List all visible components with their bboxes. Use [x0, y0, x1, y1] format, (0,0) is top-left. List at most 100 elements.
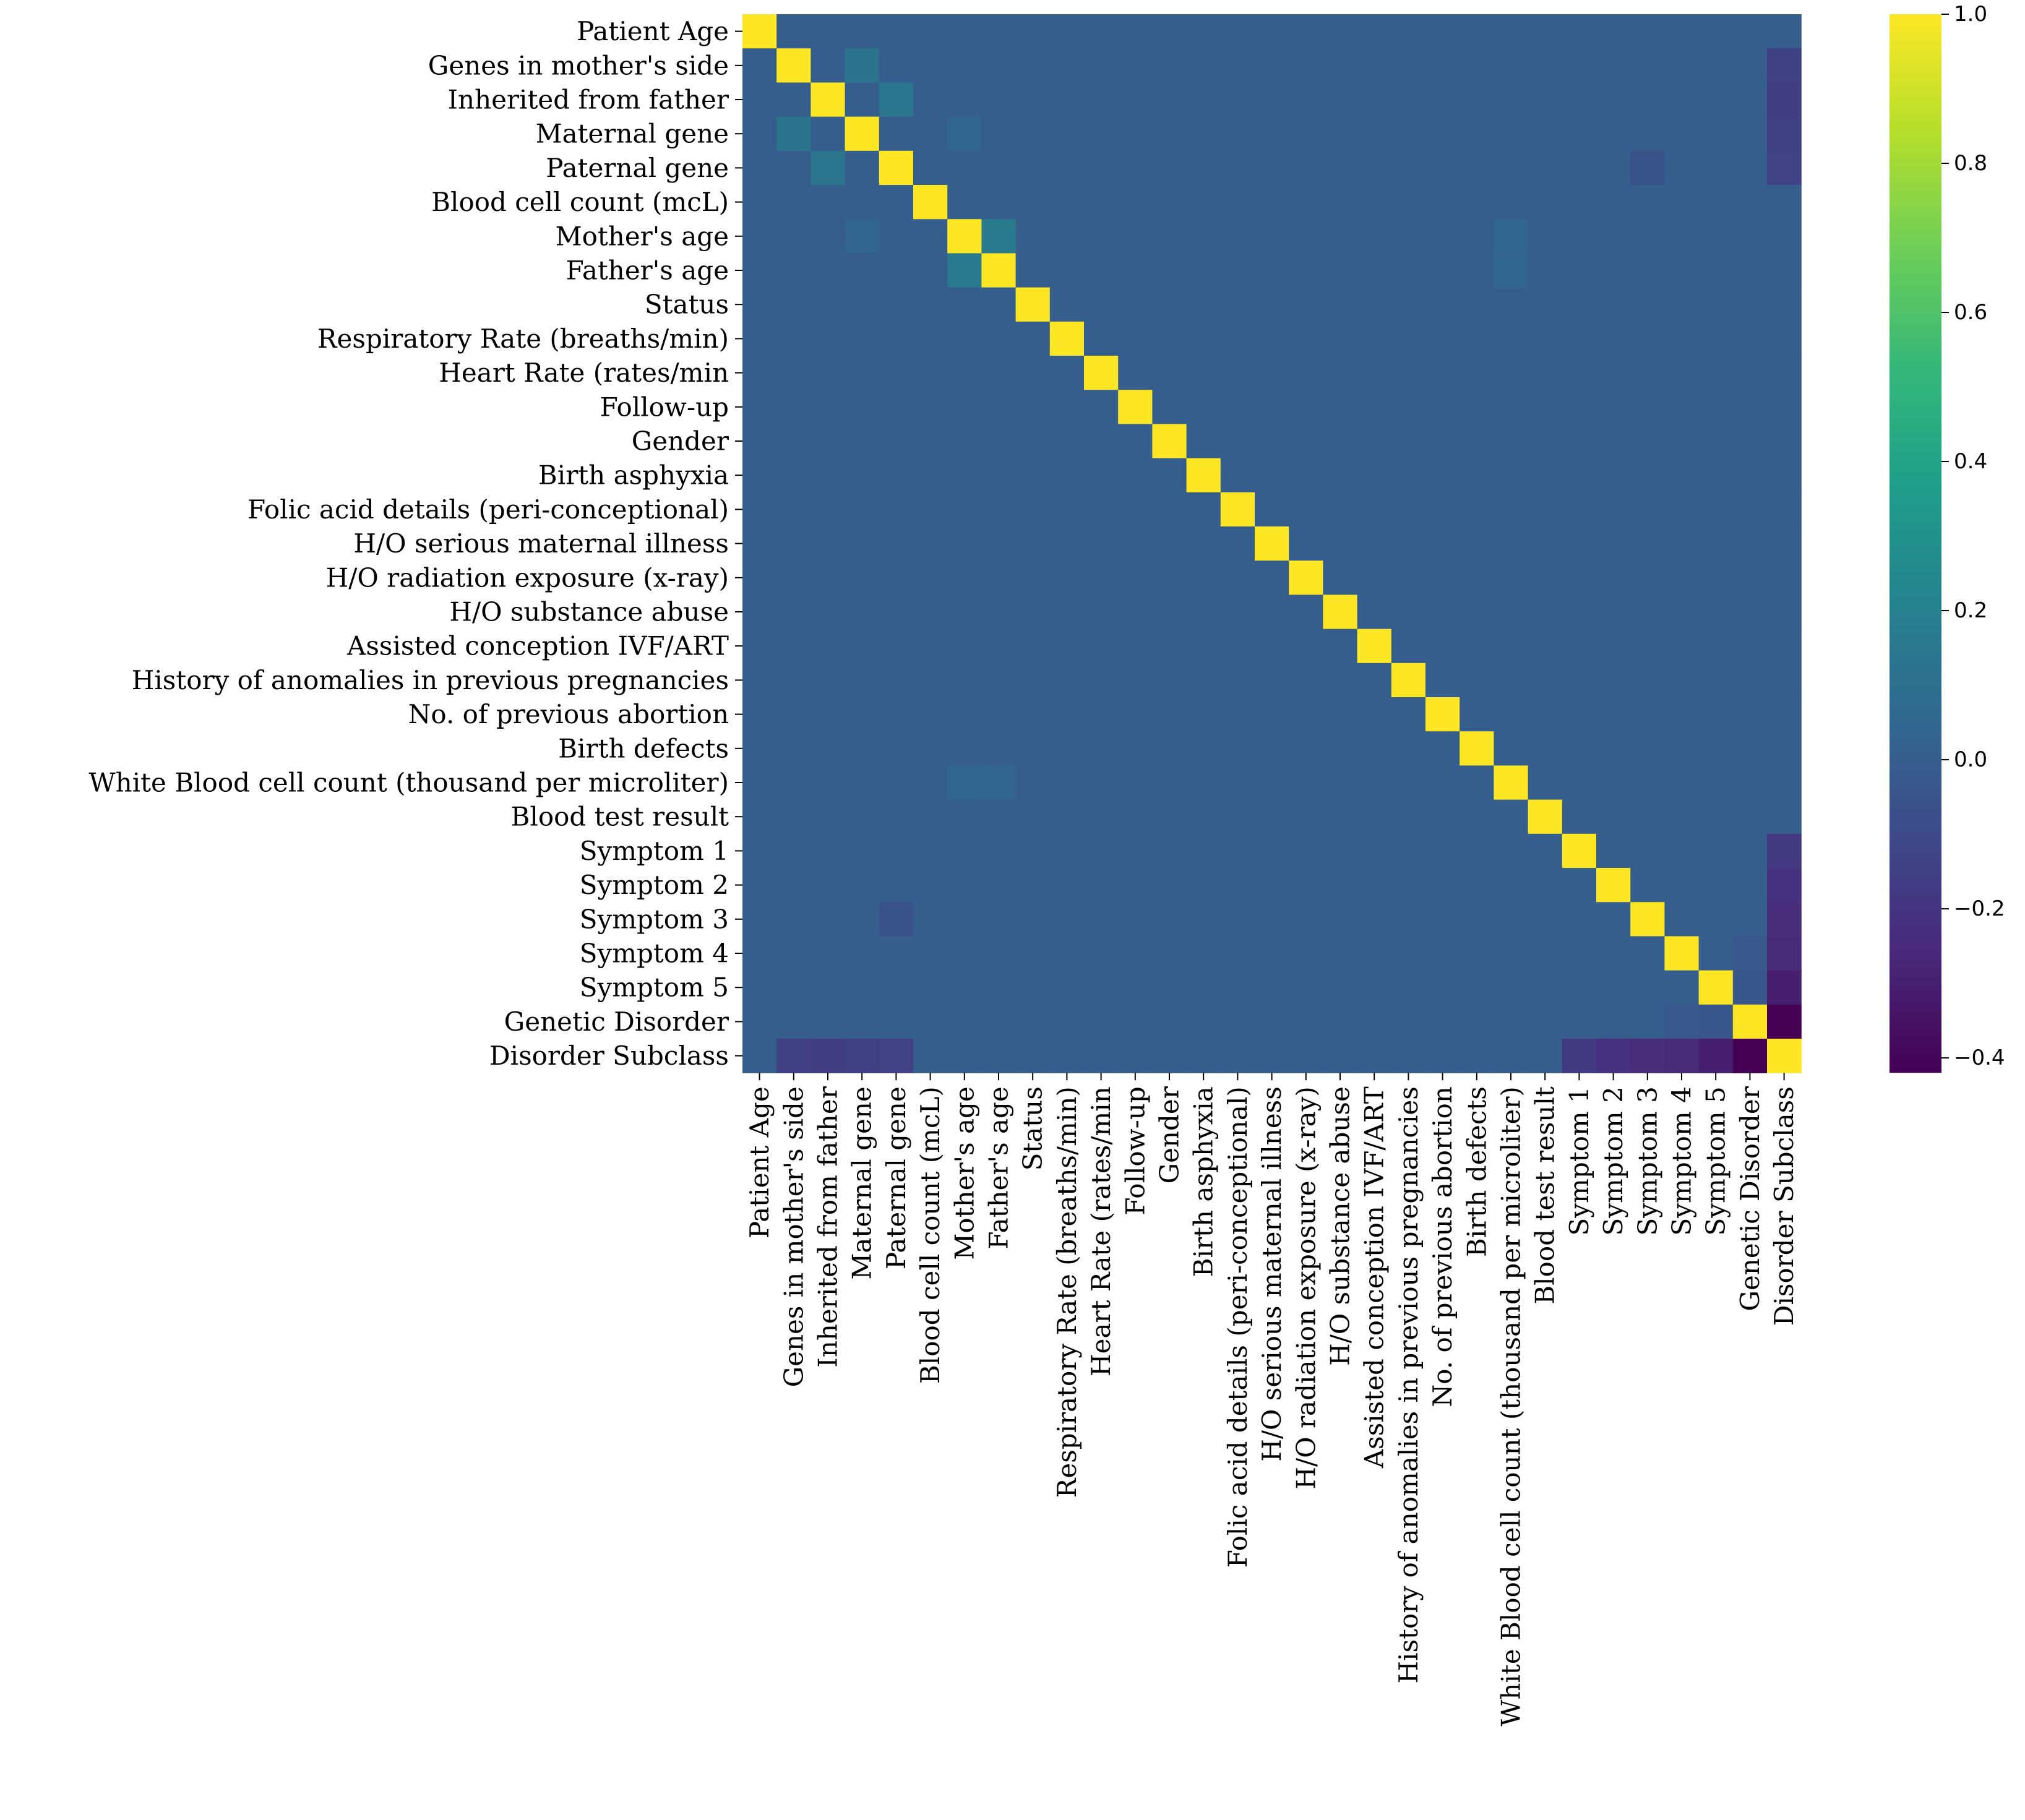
heatmap-cell-18-5	[913, 629, 948, 664]
heatmap-cell-13-10	[1084, 458, 1119, 493]
heatmap-cell-18-8	[1015, 629, 1051, 664]
heatmap-cell-29-3	[845, 1004, 880, 1039]
heatmap-cell-12-9	[1049, 424, 1085, 459]
heatmap-cell-22-25	[1596, 765, 1631, 801]
heatmap-cell-28-3	[845, 970, 880, 1005]
heatmap-cell-27-4	[879, 936, 914, 971]
heatmap-cell-22-12	[1152, 765, 1187, 801]
heatmap-cell-4-26	[1630, 150, 1665, 186]
heatmap-cell-17-10	[1084, 595, 1119, 630]
heatmap-cell-2-19	[1391, 82, 1426, 118]
heatmap-cell-18-13	[1186, 629, 1221, 664]
heatmap-cell-10-12	[1152, 356, 1187, 390]
heatmap-cell-4-6	[947, 150, 982, 186]
heatmap-cell-18-9	[1049, 629, 1085, 664]
heatmap-cell-29-12	[1152, 1004, 1187, 1039]
heatmap-cell-8-3	[845, 287, 880, 322]
heatmap-cell-13-15	[1255, 458, 1289, 493]
heatmap-cell-6-29	[1732, 219, 1768, 254]
heatmap-cell-22-21	[1460, 765, 1494, 801]
heatmap-cell-17-2	[810, 595, 846, 630]
heatmap-cell-8-22	[1494, 287, 1529, 322]
heatmap-cell-7-1	[776, 253, 811, 288]
heatmap-cell-23-30	[1767, 799, 1802, 835]
col-label-h-o-radiation-exposure-x-ray: H/O radiation exposure (x-ray)	[1291, 1086, 1321, 1489]
heatmap-cell-29-5	[913, 1004, 948, 1039]
heatmap-cell-13-24	[1562, 458, 1597, 493]
heatmap-cell-1-9	[1049, 48, 1085, 83]
heatmap-cell-27-7	[981, 936, 1017, 971]
heatmap-cell-18-2	[810, 629, 846, 664]
heatmap-cell-25-19	[1391, 868, 1426, 903]
heatmap-cell-20-29	[1732, 697, 1768, 732]
heatmap-cell-10-16	[1289, 356, 1323, 390]
heatmap-cell-5-15	[1255, 185, 1289, 220]
heatmap-cell-23-17	[1323, 799, 1358, 835]
heatmap-cell-22-28	[1698, 765, 1734, 801]
heatmap-cell-21-25	[1596, 731, 1631, 766]
heatmap-cell-28-11	[1118, 970, 1153, 1005]
heatmap-cell-5-11	[1118, 185, 1153, 220]
heatmap-cell-16-7	[981, 560, 1017, 595]
heatmap-cell-7-29	[1732, 253, 1768, 288]
heatmap-cell-12-20	[1425, 424, 1460, 459]
heatmap-cell-23-22	[1494, 799, 1529, 835]
heatmap-cell-17-12	[1152, 595, 1187, 630]
heatmap-cell-30-22	[1494, 1039, 1529, 1073]
heatmap-cell-28-17	[1323, 970, 1358, 1005]
heatmap-cell-9-20	[1425, 321, 1460, 356]
heatmap-cell-19-2	[810, 663, 846, 698]
heatmap-cell-20-4	[879, 697, 914, 732]
heatmap-cell-12-4	[879, 424, 914, 459]
heatmap-cell-1-12	[1152, 48, 1187, 83]
heatmap-cell-25-8	[1015, 868, 1051, 903]
heatmap-cell-29-17	[1323, 1004, 1358, 1039]
heatmap-cell-19-3	[845, 663, 880, 698]
heatmap-cell-30-11	[1118, 1039, 1153, 1073]
heatmap-cell-20-16	[1289, 697, 1323, 732]
heatmap-cell-15-27	[1664, 526, 1700, 561]
heatmap-cell-21-16	[1289, 731, 1323, 766]
heatmap-cell-28-27	[1664, 970, 1700, 1005]
heatmap-cell-5-22	[1494, 185, 1529, 220]
heatmap-cell-25-6	[947, 868, 982, 903]
heatmap-cell-6-26	[1630, 219, 1665, 254]
heatmap-cell-25-23	[1528, 868, 1563, 903]
heatmap-cell-19-22	[1494, 663, 1529, 698]
heatmap-cell-4-0	[742, 150, 777, 186]
heatmap-cell-7-3	[845, 253, 880, 288]
heatmap-cell-10-23	[1528, 356, 1563, 390]
heatmap-cell-16-1	[776, 560, 811, 595]
heatmap-cell-17-16	[1289, 595, 1323, 630]
heatmap-cell-21-8	[1015, 731, 1051, 766]
heatmap-cell-27-16	[1289, 936, 1323, 971]
heatmap-cell-12-5	[913, 424, 948, 459]
heatmap-cell-26-3	[845, 902, 880, 937]
heatmap-cell-4-19	[1391, 150, 1426, 186]
heatmap-cell-19-6	[947, 663, 982, 698]
heatmap-cell-29-9	[1049, 1004, 1085, 1039]
heatmap-cell-11-0	[742, 390, 777, 424]
heatmap-cell-14-10	[1084, 492, 1119, 527]
heatmap-cell-27-28	[1698, 936, 1734, 971]
heatmap-cell-21-2	[810, 731, 846, 766]
heatmap-cells	[742, 14, 1802, 1073]
heatmap-cell-30-15	[1255, 1039, 1289, 1073]
row-label-symptom-5: Symptom 5	[580, 972, 729, 1003]
heatmap-cell-11-13	[1186, 390, 1221, 424]
heatmap-cell-10-19	[1391, 356, 1426, 390]
heatmap-cell-23-13	[1186, 799, 1221, 835]
colorbar-tick-label: 0.0	[1954, 747, 1987, 772]
row-labels: Patient Age Genes in mother's side Inherit…	[89, 16, 742, 1071]
heatmap-cell-10-29	[1732, 356, 1768, 390]
heatmap-cell-2-1	[776, 82, 811, 118]
heatmap-cell-4-3	[845, 150, 880, 186]
heatmap-cell-11-10	[1084, 390, 1119, 424]
heatmap-cell-21-3	[845, 731, 880, 766]
heatmap-cell-16-8	[1015, 560, 1051, 595]
heatmap-cell-6-2	[810, 219, 846, 254]
heatmap-cell-20-14	[1220, 697, 1255, 732]
row-label-symptom-4: Symptom 4	[580, 938, 729, 969]
heatmap-cell-20-22	[1494, 697, 1529, 732]
heatmap-cell-10-8	[1015, 356, 1051, 390]
